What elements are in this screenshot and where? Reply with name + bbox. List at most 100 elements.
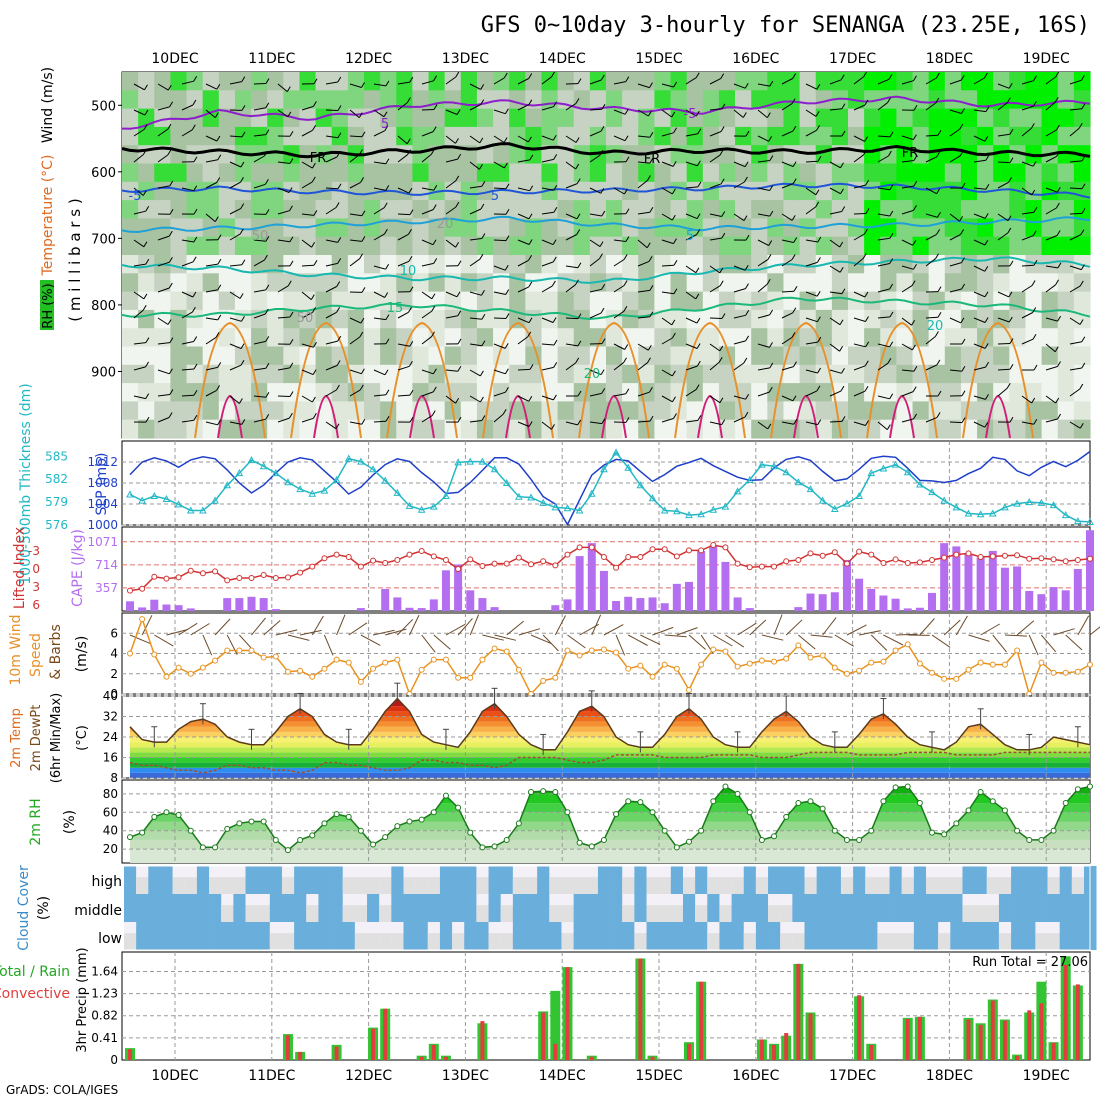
- cloud-cell: [950, 922, 963, 950]
- rh-cell: [671, 145, 688, 164]
- cloud-cell: [598, 894, 611, 922]
- cloud-cell: [525, 894, 538, 922]
- wind-speed-line-point: [917, 661, 922, 666]
- rh-cell: [1025, 365, 1042, 384]
- rh-cell: [541, 347, 558, 366]
- rh-cell: [316, 200, 333, 219]
- rh-cell: [283, 72, 300, 91]
- rh-cell: [961, 292, 978, 311]
- rh-line-point: [650, 810, 655, 815]
- rh-line-point: [1088, 784, 1093, 789]
- rh-line-point: [322, 821, 327, 826]
- rh-line-point: [917, 801, 922, 806]
- rh-cell: [332, 72, 349, 91]
- rh-cell: [622, 127, 639, 146]
- rh-cell: [170, 347, 187, 366]
- lifted-index-line-point: [930, 558, 935, 563]
- cape-bar: [551, 605, 559, 611]
- rh-cell: [606, 164, 623, 183]
- rh-cell: [525, 182, 542, 201]
- rh-line-point: [346, 814, 351, 819]
- cloud-cell: [124, 866, 137, 894]
- rh-cell: [299, 255, 316, 274]
- rh-cell: [477, 365, 494, 384]
- rh-cell: [203, 292, 220, 311]
- cloud-cell: [1072, 894, 1085, 922]
- cloud-cell: [914, 894, 927, 922]
- precip-convective-bar: [1064, 965, 1068, 1060]
- precip-convective-bar: [565, 967, 569, 1060]
- rh-cell: [590, 383, 607, 402]
- precip-convective-bar: [991, 1001, 995, 1060]
- cloud-partial: [221, 905, 234, 922]
- rh-cell: [590, 401, 607, 420]
- lifted-index-line-point: [942, 555, 947, 560]
- rh-cell: [203, 401, 220, 420]
- rh-cell: [913, 200, 930, 219]
- rh-cell: [493, 292, 510, 311]
- rh-cell: [606, 218, 623, 237]
- rh-cell: [864, 200, 881, 219]
- cloud-partial: [343, 877, 356, 894]
- cape-bar: [636, 598, 644, 611]
- contour-label: 10: [400, 264, 417, 279]
- rh-cell: [783, 218, 800, 237]
- chart-title: GFS 0~10day 3-hourly for SENANGA (23.25E…: [481, 13, 1090, 38]
- rh-cell: [654, 292, 671, 311]
- rh-cell: [1074, 127, 1091, 146]
- cape-bar: [442, 570, 450, 611]
- rh-line-point: [273, 837, 278, 842]
- rh-cell: [525, 237, 542, 256]
- rh-cell: [896, 273, 913, 292]
- rh-cell: [800, 182, 817, 201]
- wind-speed-line-point: [1051, 670, 1056, 675]
- rh-cell: [493, 237, 510, 256]
- rh-cell: [1009, 109, 1026, 128]
- ytick-label: 4: [110, 647, 118, 661]
- lifted-index-line-point: [213, 569, 218, 574]
- rh-cell: [945, 347, 962, 366]
- precip-convective-bar: [286, 1035, 290, 1060]
- rh-cell: [493, 145, 510, 164]
- precip-convective-bar: [335, 1047, 339, 1061]
- lifted-index-line-point: [468, 557, 473, 562]
- cloud-cell: [671, 866, 684, 894]
- wind-speed-line-point: [942, 676, 947, 681]
- rh-cell: [832, 109, 849, 128]
- rh-cell: [687, 127, 704, 146]
- rh-cell: [509, 164, 526, 183]
- rh-cell: [1058, 109, 1075, 128]
- rh-cell: [654, 420, 671, 439]
- precip-convective-bar: [1052, 1043, 1056, 1060]
- rh-cell: [251, 328, 268, 347]
- cloud-cell: [331, 866, 344, 894]
- rh-cell: [332, 310, 349, 329]
- wind-speed-line-point: [857, 668, 862, 673]
- rh-cell: [348, 218, 365, 237]
- rh-line-point: [954, 821, 959, 826]
- rh-cell: [541, 90, 558, 109]
- lifted-index-line-point: [334, 552, 339, 557]
- lifted-index-line-point: [832, 550, 837, 555]
- rh-cell: [235, 383, 252, 402]
- rh-cell: [283, 273, 300, 292]
- lifted-index-line-point: [541, 559, 546, 564]
- wind-speed-line-point: [322, 666, 327, 671]
- rh-cell: [219, 255, 236, 274]
- lifted-index-line-point: [820, 553, 825, 558]
- p8-ylabel-b: Convective: [0, 986, 70, 1002]
- cloud-partial: [780, 933, 793, 950]
- wind-speed-line-point: [844, 671, 849, 676]
- p5-ylabel-b: 2m DewPt: [29, 705, 44, 772]
- rh-cell: [977, 218, 994, 237]
- rh-cell: [913, 420, 930, 439]
- rh-cell: [477, 347, 494, 366]
- cloud-partial: [707, 877, 720, 894]
- wind-speed-line-point: [711, 647, 716, 652]
- rh-cell: [816, 273, 833, 292]
- temp-band: [122, 758, 1090, 763]
- rh-cell: [316, 164, 333, 183]
- rh-cell: [170, 273, 187, 292]
- cape-bar: [685, 582, 693, 611]
- rh-cell: [187, 72, 204, 91]
